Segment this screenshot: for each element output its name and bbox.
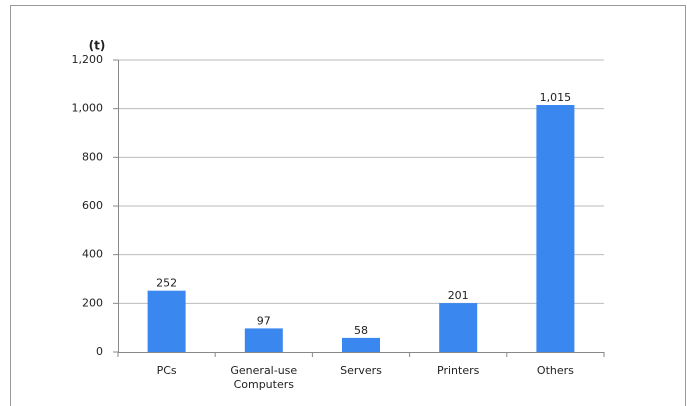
y-tick-label: 1,200 [72, 53, 104, 66]
y-tick-label: 200 [82, 296, 103, 309]
y-tick-label: 0 [96, 345, 103, 358]
x-tick-label: Printers [437, 364, 480, 377]
data-label: 201 [448, 289, 469, 302]
x-tick-label: Servers [340, 364, 382, 377]
bar [244, 328, 283, 352]
bar [342, 337, 380, 352]
y-tick-label: 800 [82, 150, 103, 163]
bar [439, 303, 478, 352]
bar [147, 290, 186, 352]
x-tick-label: Others [536, 364, 574, 377]
data-label: 1,015 [540, 91, 572, 104]
data-label: 58 [354, 324, 368, 337]
y-tick-label: 1,000 [72, 102, 104, 115]
bar [536, 105, 575, 353]
data-label: 252 [156, 277, 177, 290]
y-tick-label: 600 [82, 199, 103, 212]
data-label: 97 [257, 314, 271, 327]
y-tick-label: 400 [82, 248, 103, 261]
y-axis-label: (t) [89, 39, 106, 53]
x-tick-label: General-use Computers [230, 364, 298, 391]
x-tick-label: PCs [156, 364, 177, 377]
